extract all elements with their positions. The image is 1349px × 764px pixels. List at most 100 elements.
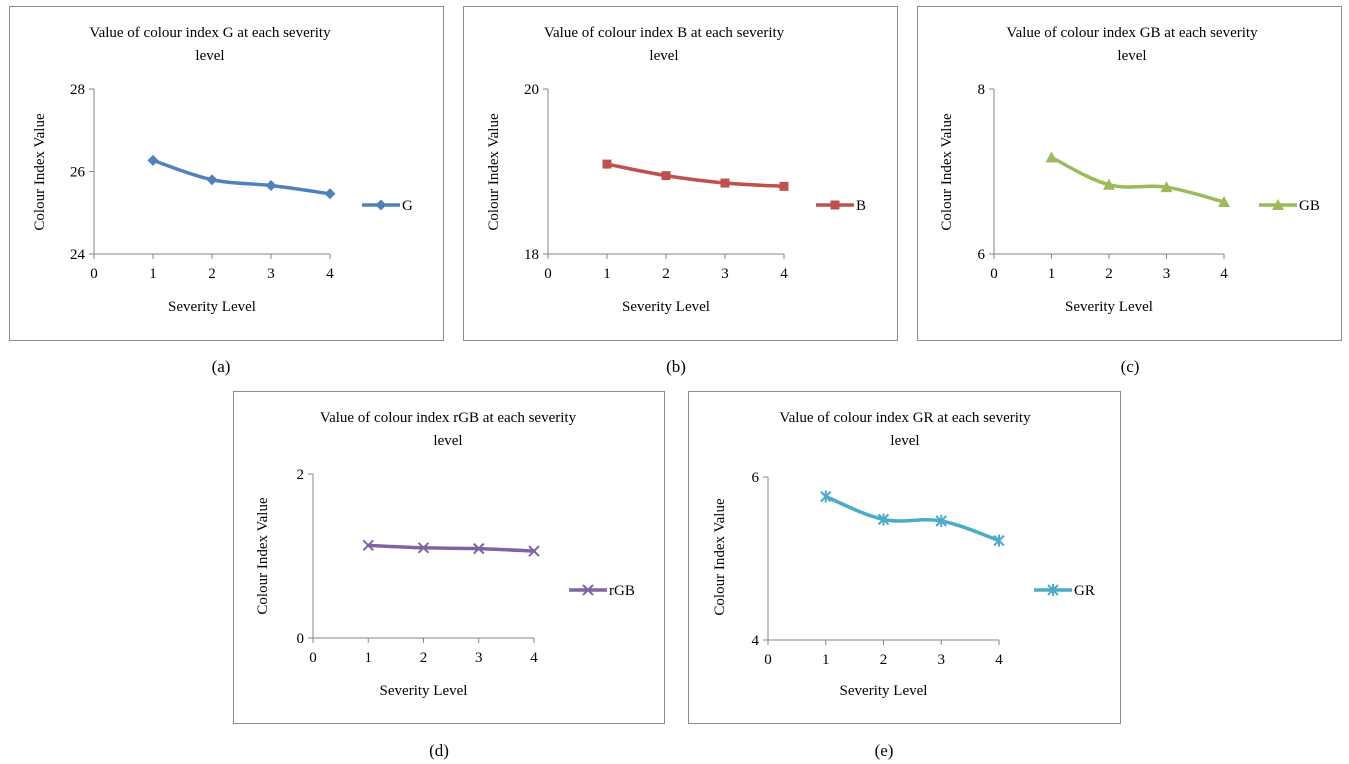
legend-label: GB [1299,198,1320,214]
caption-a: (a) [211,357,231,376]
legend-marker [582,584,594,596]
x-axis-label: Severity Level [622,299,710,315]
x-tick-label: 1 [1048,266,1056,282]
legend-label: B [856,198,866,214]
x-tick-label: 1 [149,266,157,282]
data-point [661,171,671,181]
x-tick-label: 4 [780,266,788,282]
marker-stroke [473,542,485,555]
data-point [820,490,832,503]
x-tick-label: 2 [880,652,888,668]
chart-title: Value of colour index rGB at each severi… [320,410,577,426]
data-point [1160,181,1173,193]
chart-panel-d: Value of colour index rGB at each severi… [233,391,665,724]
x-tick-label: 3 [267,266,275,282]
x-axis-label: Severity Level [380,683,468,699]
x-tick-label: 4 [995,652,1003,668]
data-point [417,542,430,554]
data-point [993,534,1005,547]
x-tick-label: 1 [365,650,373,666]
legend-marker [375,199,387,211]
x-tick-label: 0 [90,266,98,282]
series-line [605,162,786,189]
data-point [1103,178,1115,190]
marker-stroke [417,542,430,554]
y-tick-label: 18 [524,247,539,263]
data-point [265,180,277,192]
y-tick-label: 6 [752,470,760,486]
data-point [528,545,540,557]
x-axis-label: Severity Level [168,299,256,315]
x-tick-label: 0 [764,652,772,668]
chart-svg-b: Value of colour index B at each severity… [486,25,866,315]
y-tick-label: 2 [297,467,305,483]
x-tick-label: 4 [1220,266,1228,282]
y-tick-label: 26 [70,165,86,181]
legend-label: GR [1074,583,1095,599]
data-point [779,181,789,191]
x-tick-label: 0 [309,650,317,666]
x-tick-label: 2 [662,266,670,282]
legend-label: rGB [609,583,635,599]
chart-svg-e: Value of colour index GR at each severit… [712,410,1095,699]
data-point [147,154,159,166]
data-point [1045,151,1058,163]
x-tick-label: 1 [603,266,611,282]
y-tick-label: 4 [752,633,760,649]
chart-svg-d: Value of colour index rGB at each severi… [255,410,635,699]
chart-panel-b: Value of colour index B at each severity… [463,6,898,341]
chart-panel-c: Value of colour index GB at each severit… [917,6,1342,341]
series-line [366,543,536,553]
chart-title-line2: level [649,48,678,64]
y-tick-label: 8 [978,82,986,98]
y-tick-label: 24 [70,247,86,263]
data-point [324,188,336,200]
data-point [362,539,374,552]
chart-title: Value of colour index GR at each severit… [779,410,1031,426]
x-tick-label: 3 [1163,266,1171,282]
x-axis-label: Severity Level [1065,299,1153,315]
chart-title: Value of colour index G at each severity [89,25,331,41]
data-point [473,542,485,555]
y-axis-label: Colour Index Value [32,113,48,231]
legend-marker [830,200,840,210]
chart-svg-a: Value of colour index G at each severity… [32,25,413,315]
chart-panel-e: Value of colour index GR at each severit… [688,391,1121,724]
caption-e: (e) [874,741,894,760]
legend-marker [1047,584,1059,596]
data-point [206,174,218,186]
legend-marker [1272,199,1284,210]
data-point [1218,196,1230,208]
x-tick-label: 0 [544,266,552,282]
x-tick-label: 3 [938,652,946,668]
chart-title-line2: level [1117,48,1146,64]
x-tick-label: 1 [822,652,830,668]
legend-label: G [402,198,413,214]
chart-title-line2: level [433,433,462,449]
marker-stroke [362,539,374,552]
chart-title: Value of colour index GB at each severit… [1006,25,1258,41]
chart-panel-a: Value of colour index G at each severity… [9,6,444,341]
caption-b: (b) [666,357,686,376]
chart-svg-c: Value of colour index GB at each severit… [939,25,1320,315]
series-line [824,494,1001,543]
x-tick-label: 0 [990,266,998,282]
y-axis-label: Colour Index Value [939,113,955,231]
y-axis-label: Colour Index Value [712,498,728,616]
x-tick-label: 3 [721,266,729,282]
data-point [602,159,612,169]
chart-title-line2: level [890,433,919,449]
caption-d: (d) [429,741,449,760]
x-tick-label: 2 [208,266,216,282]
y-tick-label: 6 [978,247,986,263]
y-tick-label: 28 [70,82,85,98]
x-tick-label: 2 [1105,266,1113,282]
data-point [720,178,730,188]
series-line [1049,155,1226,204]
x-tick-label: 4 [326,266,334,282]
marker-stroke [528,545,540,557]
marker-stroke [582,584,594,596]
y-tick-label: 0 [297,631,305,647]
y-tick-label: 20 [524,82,539,98]
data-point [935,515,947,528]
